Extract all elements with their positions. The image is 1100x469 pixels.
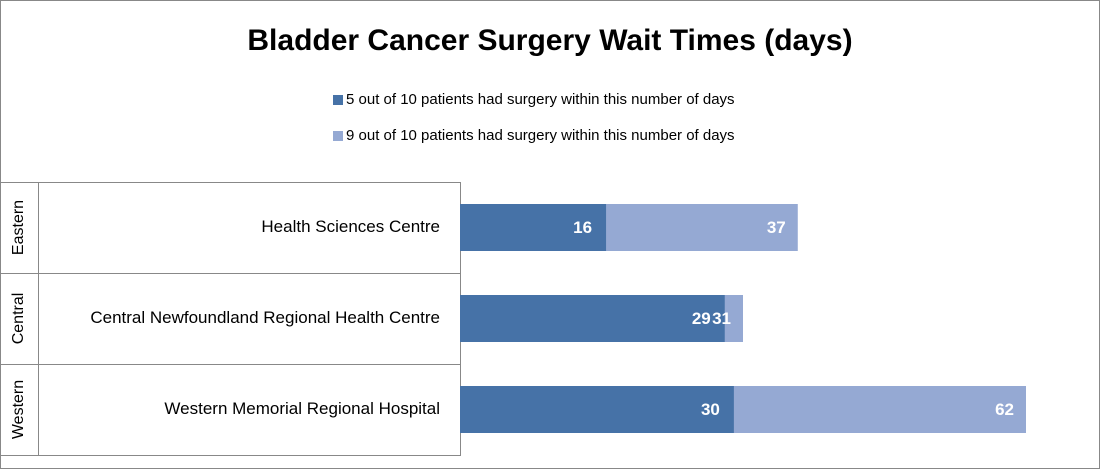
legend-label: 5 out of 10 patients had surgery within … xyxy=(346,91,735,108)
value-label: 37 xyxy=(767,218,786,237)
value-label: 31 xyxy=(712,309,731,328)
value-label: 62 xyxy=(995,400,1014,419)
bar xyxy=(460,295,725,342)
group-label: Central xyxy=(10,293,27,345)
value-label: 29 xyxy=(692,309,711,328)
legend-label: 9 out of 10 patients had surgery within … xyxy=(346,127,735,144)
category-label: Health Sciences Centre xyxy=(261,217,440,236)
legend-swatch xyxy=(333,131,343,141)
chart-title: Bladder Cancer Surgery Wait Times (days) xyxy=(247,24,852,57)
category-label: Central Newfoundland Regional Health Cen… xyxy=(90,308,440,327)
legend-swatch xyxy=(333,95,343,105)
group-label: Eastern xyxy=(10,200,27,255)
bar xyxy=(460,386,734,433)
category-label: Western Memorial Regional Hospital xyxy=(164,399,440,418)
value-label: 30 xyxy=(701,400,720,419)
group-label: Western xyxy=(10,380,27,439)
bar xyxy=(460,204,607,251)
value-label: 16 xyxy=(573,218,592,237)
